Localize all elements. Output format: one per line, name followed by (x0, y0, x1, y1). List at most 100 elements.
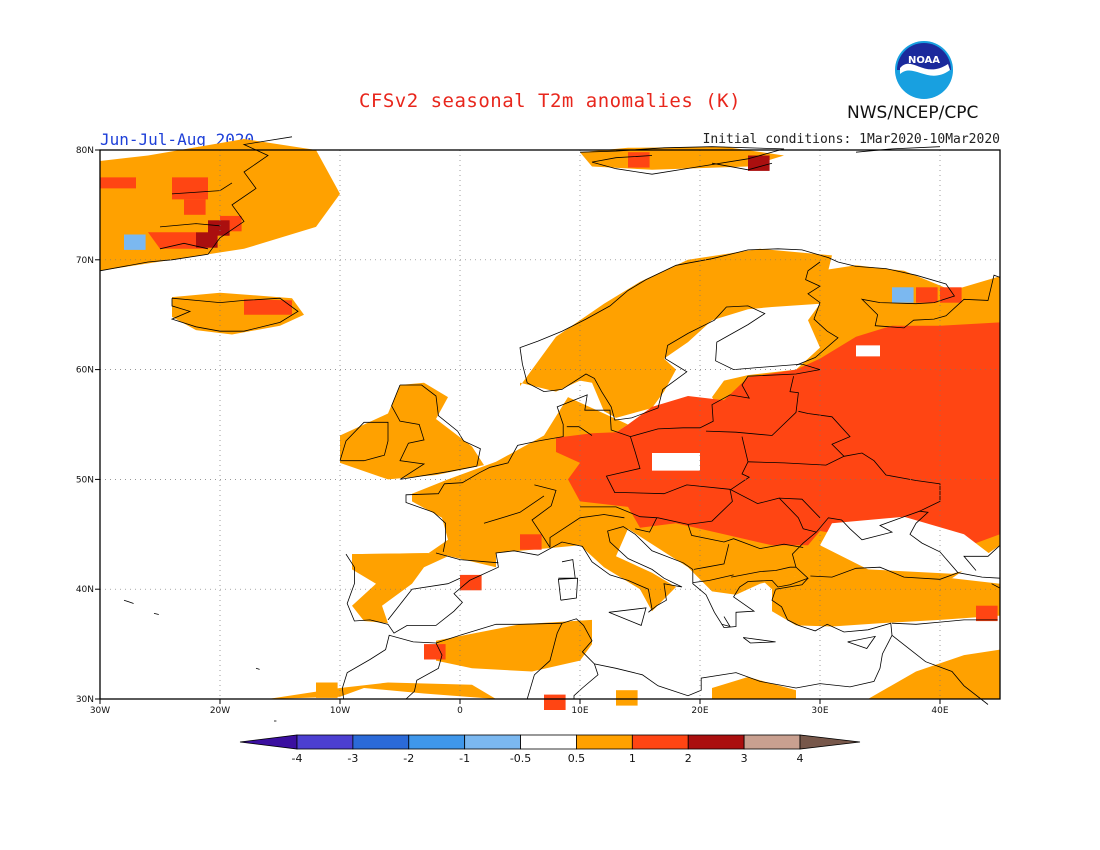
anomaly-cell (748, 155, 770, 171)
anomaly-cell (124, 234, 146, 250)
colorbar-label: -3 (347, 752, 358, 765)
coastline-segment (341, 577, 893, 700)
colorbar-label: 0.5 (568, 752, 586, 765)
agency-label: NWS/NCEP/CPC (847, 103, 979, 123)
coastline-segment (153, 613, 159, 615)
scandinavia-anomaly (520, 248, 832, 418)
colorbar-swatch (408, 734, 466, 750)
coastline-segment (123, 599, 134, 604)
coastline-segment (795, 261, 839, 366)
greenland-anomaly-strong (172, 177, 208, 200)
maghreb-anomaly (436, 619, 592, 672)
sahara-coast-anomaly (268, 682, 496, 699)
anomaly-cell (208, 220, 230, 236)
coastline-segment (635, 517, 658, 533)
colorbar-label: -4 (292, 752, 303, 765)
coastline-segment (711, 162, 773, 171)
anomaly-cell (424, 644, 446, 660)
neutral-gap (820, 516, 1000, 574)
coastline-segment (435, 552, 499, 564)
coastline-segment (730, 436, 751, 490)
anomaly-cell (544, 694, 566, 710)
greenland-anomaly-strong (148, 232, 208, 249)
colorbar-label: 1 (629, 752, 636, 765)
coastline-segment (957, 572, 1001, 579)
coastline-segment (566, 426, 593, 436)
coastline-segment (605, 436, 817, 533)
map-frame (99, 149, 1001, 700)
colorbar-swatch (352, 734, 410, 750)
coastline-segment (747, 452, 941, 512)
anomaly-fields (100, 139, 1000, 710)
anomaly-cell (316, 682, 338, 698)
colorbar-swatch (687, 734, 745, 750)
lon-tick-label: 30W (90, 706, 110, 716)
colorbar-arrow-high (799, 734, 861, 750)
coastline-segment (963, 545, 1001, 571)
anomaly-cell (196, 232, 218, 248)
coastline-segment (779, 497, 821, 519)
initial-conditions-label: Initial conditions: 1Mar2020-10Mar2020 (702, 132, 1000, 147)
coastline-segment (721, 616, 731, 628)
colorbar: -4 -3 -2 -1 -0.5 0.5 1 2 3 4 (239, 734, 861, 765)
greenland-anomaly-strong (100, 177, 136, 189)
anomaly-cell (976, 605, 998, 622)
colorbar-label: -2 (403, 752, 414, 765)
lon-tick-label: 40E (931, 706, 948, 716)
lat-tick-label: 50N (76, 475, 94, 485)
colorbar-swatch (464, 734, 521, 750)
anomaly-cell (184, 199, 206, 215)
lat-tick-label: 30N (76, 695, 94, 705)
eastern-europe-anomaly (556, 322, 1000, 552)
coastline-segment (591, 155, 653, 163)
coastline-segment (255, 667, 260, 670)
coastline-segment (991, 583, 1001, 589)
coastline-segment (573, 663, 599, 699)
colorbar-swatch (743, 734, 801, 750)
coastline-segment (387, 577, 461, 621)
coastline-segment (99, 136, 293, 272)
colorbar-label: 2 (685, 752, 692, 765)
anomaly-cell (460, 574, 482, 591)
coastline-segment (891, 634, 989, 705)
neutral-gap (652, 453, 700, 471)
coastline-segment (692, 574, 734, 583)
lon-tick-label: 0 (457, 706, 463, 716)
neutral-gap (856, 345, 880, 357)
coastline-segment (731, 566, 796, 578)
coastline-segment (549, 514, 625, 548)
coastline-segment (798, 410, 851, 457)
british-isles-anomaly (340, 382, 484, 480)
coastline-segment (159, 242, 209, 250)
coastline-segment (891, 619, 998, 625)
noaa-logo-text: NOAA (908, 55, 940, 66)
colorbar-swatch (520, 734, 577, 750)
coastline-segment (705, 376, 799, 436)
anatolia-anomaly (760, 571, 1000, 627)
coastline-segment (339, 421, 389, 462)
lon-tick-label: 30E (811, 706, 828, 716)
coastline-segment (742, 637, 776, 644)
colorbar-swatch (576, 734, 633, 750)
coastline-segment (608, 607, 647, 626)
map-title: CFSv2 seasonal T2m anomalies (K) (358, 90, 742, 112)
iceland-anomaly-strong (244, 299, 292, 315)
anomaly-cell (520, 534, 542, 550)
coastline-segment (405, 642, 443, 700)
lat-tick-label: 60N (76, 366, 94, 376)
graticule (100, 150, 1000, 699)
coastline-segment (159, 223, 221, 228)
lon-tick-label: 10W (330, 706, 350, 716)
anomaly-cell (616, 690, 638, 706)
coastline-segment (170, 297, 299, 332)
anomaly-cell (628, 152, 650, 168)
coastline-segment (855, 146, 941, 153)
coastline-segment (526, 623, 563, 700)
anomaly-cell (892, 287, 914, 303)
coastline-segment (345, 510, 959, 634)
colorbar-swatch (631, 734, 689, 750)
coastline-segment (519, 248, 1001, 421)
anomaly-cell (916, 287, 938, 303)
lon-tick-label: 20W (210, 706, 230, 716)
